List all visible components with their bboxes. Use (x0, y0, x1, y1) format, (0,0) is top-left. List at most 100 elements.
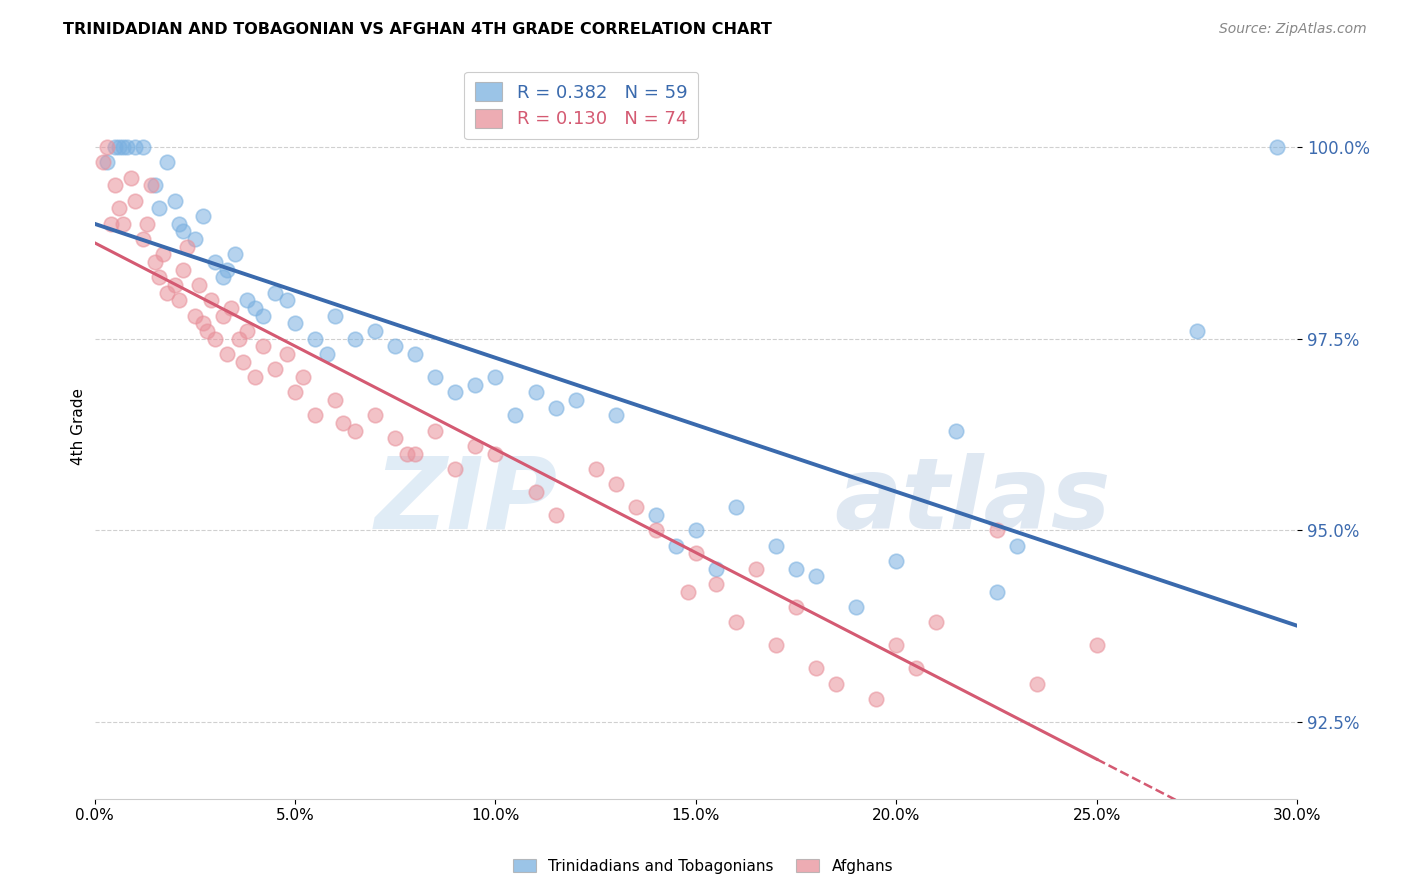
Point (323, 393, 346, 408)
Point (564, 393, 586, 408)
Point (163, 194, 186, 208)
Point (292, 370, 315, 384)
Point (685, 546, 707, 560)
Point (624, 500, 647, 515)
Point (825, 677, 848, 691)
Point (243, 370, 266, 384)
Point (195, 324, 218, 338)
Point (1005, 539, 1028, 553)
Point (276, 347, 298, 361)
Point (344, 332, 367, 346)
Point (304, 332, 326, 346)
Text: Source: ZipAtlas.com: Source: ZipAtlas.com (1219, 22, 1367, 37)
Point (204, 332, 226, 346)
Point (264, 362, 287, 376)
Legend: R = 0.382   N = 59, R = 0.130   N = 74: R = 0.382 N = 59, R = 0.130 N = 74 (464, 71, 699, 139)
Point (364, 409, 387, 423)
Point (905, 661, 928, 675)
Point (172, 262, 194, 277)
Text: TRINIDADIAN AND TOBAGONIAN VS AFGHAN 4TH GRADE CORRELATION CHART: TRINIDADIAN AND TOBAGONIAN VS AFGHAN 4TH… (63, 22, 772, 37)
Point (191, 317, 214, 331)
Point (284, 385, 307, 400)
Point (544, 401, 567, 415)
Point (704, 577, 727, 591)
Point (845, 600, 868, 615)
Y-axis label: 4th Grade: 4th Grade (72, 388, 86, 466)
Point (172, 224, 194, 238)
Point (724, 615, 747, 630)
Point (187, 278, 209, 293)
Point (96, 155, 118, 169)
Point (384, 432, 406, 446)
Point (605, 477, 627, 491)
Point (276, 293, 298, 308)
Point (212, 270, 235, 285)
Point (215, 347, 238, 361)
Point (316, 347, 339, 361)
Point (148, 202, 170, 216)
Point (404, 447, 426, 461)
Point (986, 524, 1008, 538)
Point (228, 332, 250, 346)
Point (224, 247, 246, 261)
Point (484, 370, 506, 384)
Point (100, 217, 122, 231)
Point (131, 232, 153, 246)
Point (425, 370, 447, 384)
Point (665, 539, 688, 553)
Point (107, 202, 129, 216)
Point (156, 155, 179, 169)
Point (107, 140, 129, 154)
Point (200, 293, 222, 308)
Point (384, 339, 406, 353)
Point (865, 692, 887, 706)
Point (945, 424, 967, 438)
Point (804, 661, 827, 675)
Point (804, 569, 827, 583)
Point (986, 584, 1008, 599)
Point (104, 178, 127, 193)
Point (1025, 677, 1047, 691)
Point (323, 309, 346, 323)
Point (212, 309, 235, 323)
Point (464, 377, 486, 392)
Point (585, 462, 607, 476)
Point (91, 155, 114, 169)
Point (152, 247, 174, 261)
Point (524, 385, 547, 400)
Point (252, 309, 274, 323)
Point (304, 409, 326, 423)
Point (163, 278, 186, 293)
Point (184, 232, 207, 246)
Point (884, 554, 907, 568)
Point (264, 285, 287, 300)
Point (236, 293, 259, 308)
Point (364, 324, 387, 338)
Point (785, 562, 807, 576)
Point (704, 562, 727, 576)
Point (524, 485, 547, 500)
Point (884, 639, 907, 653)
Point (111, 217, 134, 231)
Point (204, 255, 226, 269)
Point (156, 285, 179, 300)
Point (484, 447, 506, 461)
Point (444, 462, 467, 476)
Point (1085, 639, 1108, 653)
Point (344, 424, 367, 438)
Legend: Trinidadians and Tobagonians, Afghans: Trinidadians and Tobagonians, Afghans (506, 853, 900, 880)
Point (724, 500, 747, 515)
Point (785, 600, 807, 615)
Point (135, 217, 157, 231)
Point (745, 562, 768, 576)
Point (96, 140, 118, 154)
Point (676, 584, 699, 599)
Point (505, 409, 527, 423)
Point (104, 140, 127, 154)
Point (1265, 140, 1288, 154)
Point (605, 409, 627, 423)
Point (404, 347, 426, 361)
Point (148, 270, 170, 285)
Point (685, 524, 707, 538)
Point (184, 309, 207, 323)
